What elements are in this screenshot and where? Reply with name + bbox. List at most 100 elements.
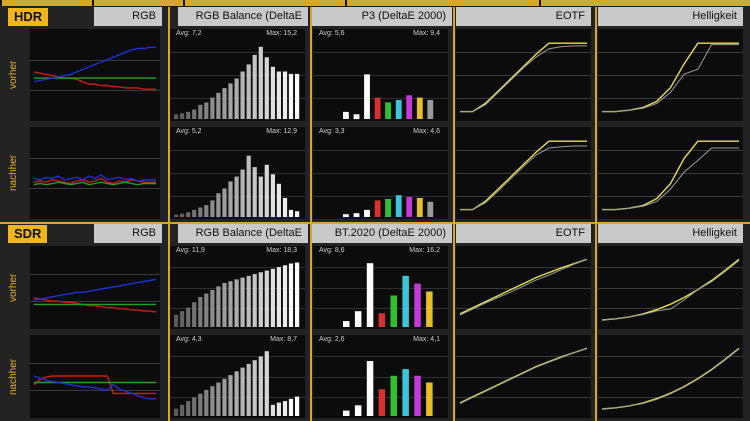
sdr-bt-2020-deltae-2000-vorher-svg [313, 263, 448, 327]
hdr-rgb-balance-nachher-svg [30, 158, 160, 189]
bar [240, 277, 245, 327]
sdr-header: SDR RGB Balance RGB Balance (DeltaE 2000)B… [0, 224, 750, 258]
sdr-eotf-nachher-panel [456, 335, 591, 418]
column-separator [453, 224, 455, 421]
sdr-bt-2020-deltae-2000-vorher-panel: Avg: 8,6 Max: 16,2 [313, 246, 448, 329]
bar [374, 97, 381, 119]
hdr-eotf-vorher-panel [456, 29, 591, 121]
bar [270, 268, 275, 327]
bar [234, 371, 239, 416]
bar [264, 164, 269, 218]
row-label-vorher: vorher [8, 60, 19, 90]
avg-label: Avg: 11,9 [176, 247, 205, 254]
bar [378, 313, 386, 327]
bar [264, 57, 269, 120]
bar [252, 167, 257, 217]
sdr-rgb-balance-nachher-panel [30, 335, 160, 418]
hdr-p3-deltae-2000-vorher-svg [313, 52, 448, 120]
bar [288, 209, 294, 217]
yellow-series-line [601, 258, 740, 321]
bar [282, 71, 288, 119]
bar [174, 314, 179, 327]
column-separator [595, 224, 597, 421]
sdr-rgb-balance-vorher-panel [30, 246, 160, 329]
bar [252, 274, 257, 327]
max-label: Max: 12,9 [266, 128, 297, 135]
bar [192, 302, 197, 327]
hdr-eotf-vorher-svg [456, 42, 591, 113]
bar [198, 393, 203, 416]
bar [234, 279, 239, 327]
yellow-series-line [601, 347, 740, 410]
sdr-helligkeit-nachher-svg [598, 347, 743, 410]
avg-label: Avg: 4,3 [176, 336, 202, 343]
chart-label-rgb-balance: RGB Balance [94, 7, 162, 41]
hdr-p3-deltae-2000-nachher-panel: Avg: 3,3 Max: 4,6 [313, 127, 448, 219]
bar [258, 46, 263, 119]
sdr-eotf-nachher-svg [456, 347, 591, 404]
gray-series-line [459, 347, 588, 404]
hdr-helligkeit-vorher-svg [598, 42, 743, 113]
hdr-rgb-balance-vorher-svg [30, 46, 160, 91]
max-label: Max: 16,2 [409, 247, 440, 254]
bar [228, 281, 233, 327]
bar [288, 398, 294, 416]
bar [246, 64, 251, 119]
hdr-eotf-nachher-svg [456, 140, 591, 211]
bar [353, 213, 360, 217]
bar [210, 290, 215, 327]
max-label: Max: 9,4 [413, 30, 440, 37]
bar [216, 382, 221, 416]
bar [186, 401, 191, 416]
bar [174, 214, 179, 217]
column-separator [453, 7, 455, 222]
bar [186, 212, 191, 218]
bar [252, 360, 257, 416]
bar [198, 207, 203, 217]
red-series-line [33, 297, 157, 313]
bar [390, 295, 397, 327]
blue-series-line [33, 46, 156, 83]
hdr-badge: HDR [8, 8, 49, 26]
avg-label: Avg: 3,3 [319, 128, 345, 135]
bar [270, 66, 275, 120]
bar [354, 405, 362, 416]
bar [282, 198, 288, 217]
bar [246, 275, 251, 327]
bar [264, 270, 269, 327]
avg-label: Avg: 5,6 [319, 30, 345, 37]
bar [180, 311, 185, 327]
bar [198, 104, 203, 120]
gray-series-line [459, 258, 588, 316]
bar [228, 375, 233, 416]
sdr-helligkeit-vorher-panel [598, 246, 743, 329]
sdr-helligkeit-vorher-svg [598, 258, 743, 321]
bar [204, 293, 209, 327]
avg-label: Avg: 2,6 [319, 336, 345, 343]
sdr-bt-2020-deltae-2000-nachher-panel: Avg: 2,6 Max: 4,1 [313, 335, 448, 418]
hdr-rgb-balance-deltae-2000-nachher-panel: Avg: 5,2 Max: 12,9 [170, 127, 305, 219]
gray-series-line [602, 44, 739, 113]
bar [180, 404, 185, 416]
blue-series-line [33, 278, 157, 301]
bar [246, 155, 251, 217]
hdr-rgb-balance-deltae-2000-nachher-svg [170, 150, 305, 218]
bar [390, 375, 397, 416]
bar [427, 201, 434, 217]
bar [252, 54, 257, 119]
bar [216, 193, 221, 218]
bar [282, 401, 288, 416]
hdr-section: HDR RGB Balance RGB Balance (DeltaE 2000)P… [0, 7, 750, 222]
gray-series-line [601, 348, 740, 410]
bar [210, 200, 215, 217]
bar [240, 169, 245, 217]
gray-series-line [460, 45, 587, 113]
hdr-p3-deltae-2000-vorher-panel: Avg: 5,6 Max: 9,4 [313, 29, 448, 121]
yellow-series-line [602, 140, 739, 211]
chart-label-p3-deltae-2000: P3 (DeltaE 2000) [312, 7, 452, 26]
yellow-series-line [460, 140, 587, 211]
yellow-series-line [460, 42, 587, 113]
chart-label-helligkeit: Helligkeit [598, 7, 743, 26]
chart-label-rgb-balance: RGB Balance [94, 224, 162, 258]
bar [228, 83, 233, 119]
